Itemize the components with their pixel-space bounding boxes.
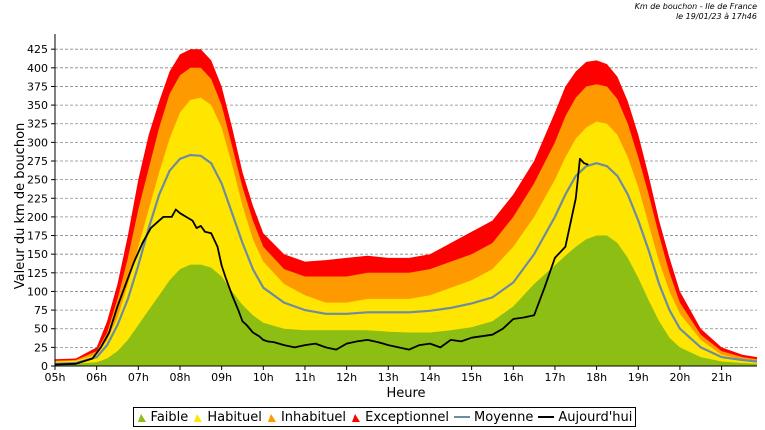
x-tick-label-10: 10h	[253, 371, 274, 384]
legend-label-habituel: Habituel	[207, 409, 262, 425]
x-tick-label-7: 07h	[128, 371, 149, 384]
aujourdhui-line-icon	[538, 416, 555, 418]
x-tick-label-15: 15h	[461, 371, 482, 384]
legend-label-aujourdhui: Aujourd'hui	[558, 409, 633, 425]
areas	[55, 49, 757, 367]
exceptionnel-swatch-icon	[352, 413, 361, 422]
legend-label-faible: Faible	[150, 409, 189, 425]
x-tick-label-21: 21h	[711, 371, 732, 384]
inhabituel-swatch-icon	[267, 413, 276, 422]
area-faible	[55, 235, 757, 366]
y-tick-label-200: 200	[27, 211, 48, 224]
y-tick-label-150: 150	[27, 248, 48, 261]
x-tick-label-8: 08h	[170, 371, 191, 384]
legend-label-moyenne: Moyenne	[474, 409, 534, 425]
x-tick-label-16: 16h	[503, 371, 524, 384]
y-tick-label-50: 50	[34, 323, 48, 336]
y-tick-label-400: 400	[27, 62, 48, 75]
x-tick-label-19: 19h	[628, 371, 649, 384]
legend-item-faible: Faible	[137, 409, 189, 425]
x-tick-label-20: 20h	[669, 371, 690, 384]
line-moyenne	[54, 153, 758, 365]
legend-item-habituel: Habituel	[193, 410, 262, 425]
habituel-swatch-icon	[194, 413, 203, 422]
y-tick-label-375: 375	[27, 80, 48, 93]
x-tick-labels: 05h 06h 07h 08h 09h 10h 11h 12h 13h 14h 15h 16h 17h 1…	[45, 366, 732, 384]
y-tick-label-275: 275	[27, 155, 48, 168]
x-tick-label-14: 14h	[419, 371, 440, 384]
line-aujourdhui	[54, 157, 589, 366]
y-tick-label-225: 225	[27, 192, 48, 205]
y-tick-label-25: 25	[34, 341, 48, 354]
y-tick-label-175: 175	[27, 230, 48, 243]
y-tick-label-125: 125	[27, 267, 48, 280]
y-tick-label-350: 350	[27, 99, 48, 112]
y-tick-label-0: 0	[41, 360, 48, 373]
moyenne-line-icon	[454, 416, 470, 418]
y-tick-labels: 0 25 50 75 100 125 150 175 200 225 250 275 300 325 350…	[27, 43, 55, 373]
header-date: le 19/01/23 à 17h46	[675, 12, 757, 21]
x-tick-label-11: 11h	[294, 371, 315, 384]
x-tick-label-6: 06h	[86, 371, 107, 384]
x-axis-label: Heure	[386, 386, 425, 401]
header-title: Km de bouchon - Ile de France	[634, 2, 757, 11]
y-tick-label-250: 250	[27, 174, 48, 187]
x-tick-label-9: 09h	[211, 371, 232, 384]
legend: Faible Habituel Inhabituel Exceptionnel …	[133, 407, 636, 427]
x-tick-label-18: 18h	[586, 371, 607, 384]
faible-swatch-icon	[137, 413, 146, 422]
axes	[54, 34, 757, 367]
y-tick-label-75: 75	[34, 304, 48, 317]
y-axis-label: Valeur du km de bouchon	[13, 123, 28, 290]
x-tick-label-12: 12h	[336, 371, 357, 384]
y-tick-label-300: 300	[27, 136, 48, 149]
y-tick-label-425: 425	[27, 43, 48, 56]
legend-label-exceptionnel: Exceptionnel	[365, 409, 449, 425]
x-tick-label-5: 05h	[45, 371, 66, 384]
legend-label-inhabituel: Inhabituel	[280, 409, 347, 425]
y-tick-label-100: 100	[27, 285, 48, 298]
legend-item-aujourdhui: Aujourd'hui	[538, 410, 632, 425]
legend-item-moyenne: Moyenne	[454, 410, 533, 425]
x-tick-label-13: 13h	[378, 371, 399, 384]
y-tick-label-325: 325	[27, 118, 48, 131]
x-tick-label-17: 17h	[544, 371, 565, 384]
legend-item-exceptionnel: Exceptionnel	[351, 410, 449, 425]
legend-item-inhabituel: Inhabituel	[267, 410, 346, 425]
lines	[54, 153, 758, 366]
